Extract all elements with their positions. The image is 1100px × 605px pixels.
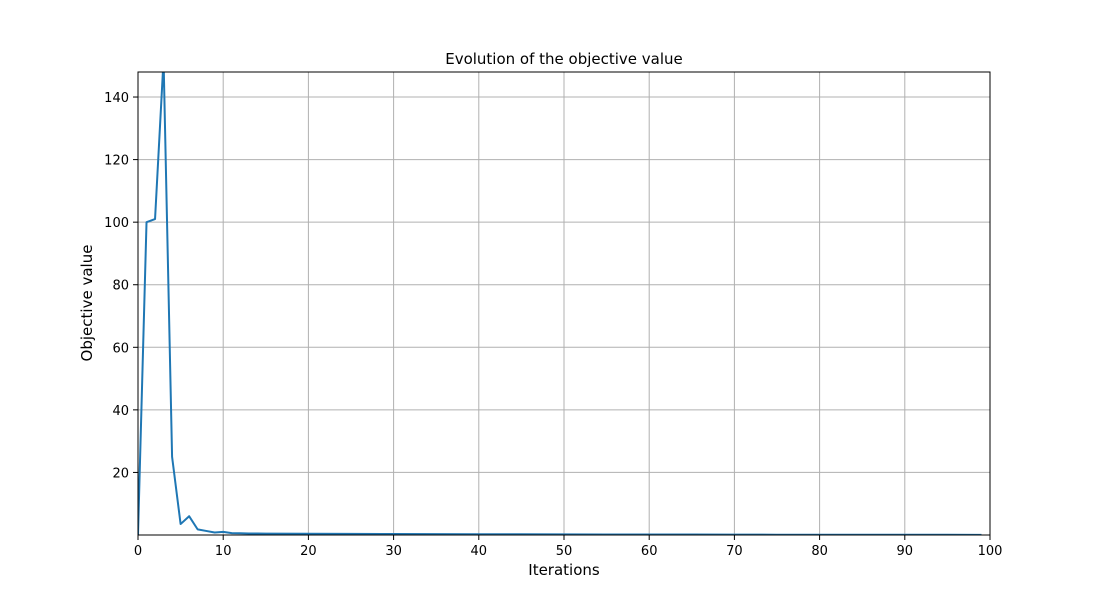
- x-tick-label: 10: [215, 544, 232, 559]
- x-tick-label: 90: [897, 544, 914, 559]
- y-tick-label: 80: [112, 279, 129, 294]
- y-tick-label: 120: [104, 154, 129, 169]
- x-tick-label: 30: [385, 544, 402, 559]
- x-tick-label: 20: [300, 544, 317, 559]
- x-tick-label: 100: [978, 544, 1003, 559]
- x-tick-label: 80: [811, 544, 828, 559]
- x-tick-label: 50: [556, 544, 573, 559]
- series-layer: [138, 72, 982, 535]
- x-tick-label: 60: [641, 544, 658, 559]
- y-tick-label: 100: [104, 216, 129, 231]
- y-tick-label: 140: [104, 91, 129, 106]
- y-tick-label: 60: [112, 341, 129, 356]
- objective-value-line: [138, 72, 982, 535]
- ticks: 0 10 20 30 40 50 60 70 80 90 100 20 40 60 80 100 120 140: [104, 91, 1002, 559]
- y-tick-label: 40: [112, 404, 129, 419]
- x-tick-label: 70: [726, 544, 743, 559]
- y-tick-label: 20: [112, 466, 129, 481]
- y-axis-label: Objective value: [78, 245, 96, 362]
- x-tick-label: 40: [471, 544, 488, 559]
- chart-title: Evolution of the objective value: [445, 50, 683, 68]
- x-axis-label: Iterations: [528, 561, 600, 579]
- grid: [137, 72, 991, 535]
- x-tick-label: 0: [134, 544, 142, 559]
